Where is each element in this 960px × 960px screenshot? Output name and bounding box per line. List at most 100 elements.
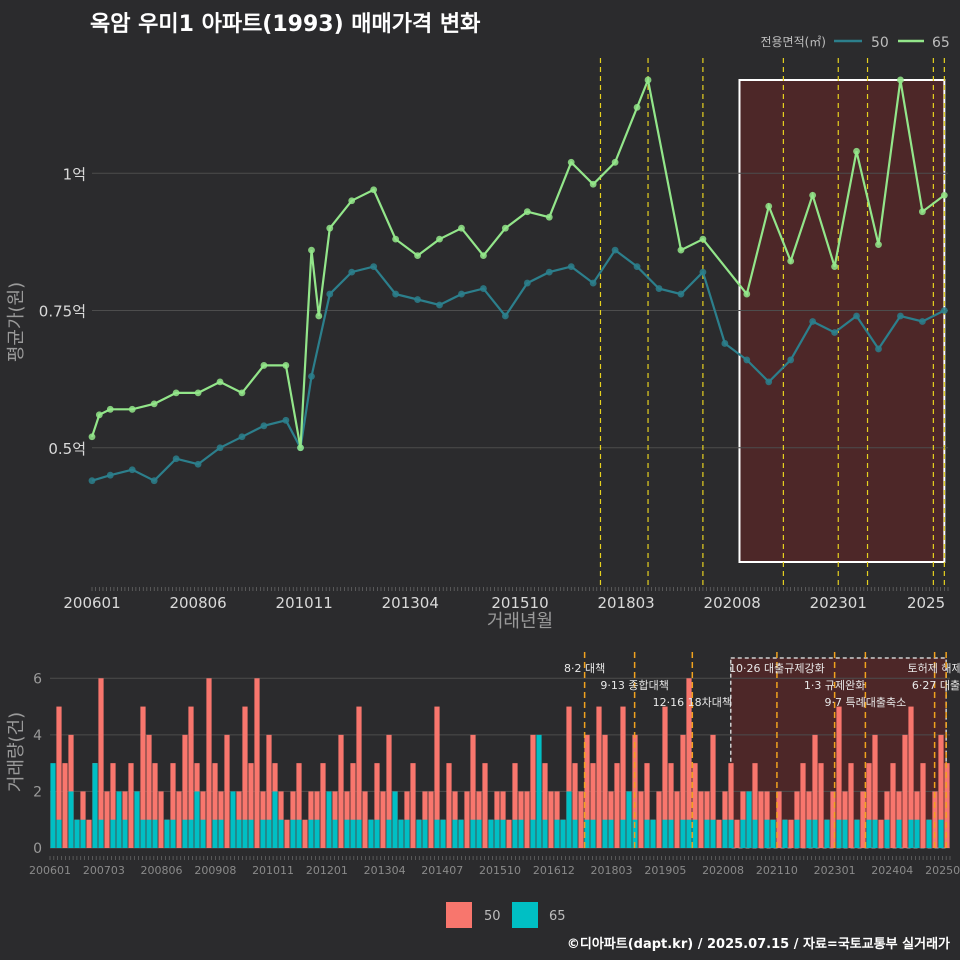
bar-50 xyxy=(62,763,68,848)
bar-65 xyxy=(440,819,446,848)
bar-50 xyxy=(548,791,554,848)
bar-50 xyxy=(788,819,794,848)
x-tick-label-bottom: 201612 xyxy=(533,864,575,877)
bar-50 xyxy=(296,763,302,848)
data-point-50 xyxy=(282,416,290,424)
legend-label-bar-65: 65 xyxy=(549,909,566,924)
data-point-65 xyxy=(326,224,334,232)
data-point-65 xyxy=(128,405,136,413)
bar-65 xyxy=(854,819,860,848)
data-point-50 xyxy=(589,279,597,287)
bar-50 xyxy=(644,763,650,848)
bar-50 xyxy=(662,706,668,848)
bar-65 xyxy=(434,819,440,848)
bar-65 xyxy=(164,819,170,848)
data-point-65 xyxy=(216,378,224,386)
data-point-50 xyxy=(940,307,948,314)
data-point-50 xyxy=(480,285,487,292)
data-point-65 xyxy=(611,158,619,166)
bar-65 xyxy=(884,819,890,848)
bar-65 xyxy=(356,819,362,848)
data-point-65 xyxy=(831,263,838,271)
bar-65 xyxy=(500,819,506,848)
data-point-50 xyxy=(809,318,817,325)
y-tick-label-bottom: 6 xyxy=(33,671,42,687)
bar-65 xyxy=(782,819,788,848)
data-point-65 xyxy=(150,400,158,408)
bar-65 xyxy=(824,819,830,848)
data-point-50 xyxy=(699,268,707,276)
data-point-65 xyxy=(765,202,773,210)
series-line-65 xyxy=(90,76,945,448)
x-tick-label: 200806 xyxy=(169,594,226,612)
bar-65 xyxy=(350,819,356,848)
bar-65 xyxy=(332,819,338,848)
data-point-50 xyxy=(721,340,729,347)
bar-50 xyxy=(620,706,626,848)
data-point-65 xyxy=(95,411,103,419)
data-point-65 xyxy=(809,191,817,199)
data-point-65 xyxy=(897,76,904,84)
bar-50 xyxy=(176,791,182,848)
data-point-65 xyxy=(501,224,509,232)
bar-65 xyxy=(134,791,140,848)
data-point-50 xyxy=(414,296,421,303)
bar-65 xyxy=(518,819,524,848)
bar-65 xyxy=(248,819,254,848)
bar-50 xyxy=(428,791,434,848)
bar-50 xyxy=(446,763,452,848)
bar-65 xyxy=(404,819,410,848)
bar-50 xyxy=(170,763,176,848)
bar-65 xyxy=(230,791,236,848)
bar-50 xyxy=(530,734,536,848)
bar-65 xyxy=(236,819,242,848)
x-tick-label: 200601 xyxy=(63,594,120,612)
bar-50 xyxy=(266,734,272,848)
legend-swatch-bar-50 xyxy=(446,902,472,928)
bar-50 xyxy=(800,763,806,848)
bar-50 xyxy=(86,819,92,848)
bar-50 xyxy=(56,706,62,848)
x-tick-label-bottom: 202301 xyxy=(814,864,856,877)
bar-50 xyxy=(830,791,836,848)
bar-50 xyxy=(602,734,608,848)
data-point-65 xyxy=(194,389,202,397)
bar-65 xyxy=(188,819,194,848)
data-point-65 xyxy=(297,444,304,452)
bar-50 xyxy=(938,734,944,848)
bar-65 xyxy=(644,819,650,848)
bar-65 xyxy=(728,819,734,848)
x-tick-label-bottom: 200703 xyxy=(83,864,125,877)
data-point-65 xyxy=(677,246,685,254)
data-point-65 xyxy=(414,252,421,260)
bar-50 xyxy=(758,791,764,848)
bar-65 xyxy=(242,819,248,848)
bar-50 xyxy=(860,791,866,848)
bar-50 xyxy=(902,734,908,848)
bar-65 xyxy=(590,819,596,848)
bar-50 xyxy=(362,791,368,848)
bar-65 xyxy=(278,819,284,848)
data-point-65 xyxy=(480,252,487,260)
data-point-65 xyxy=(940,191,948,199)
data-point-50 xyxy=(370,263,378,271)
x-tick-label-bottom: 201201 xyxy=(306,864,348,877)
bar-50 xyxy=(152,763,158,848)
bar-65 xyxy=(50,763,56,848)
data-point-50 xyxy=(743,356,751,364)
data-point-50 xyxy=(567,263,575,271)
data-point-50 xyxy=(853,312,860,320)
data-point-65 xyxy=(853,147,860,155)
bar-50 xyxy=(944,763,950,848)
bar-50 xyxy=(710,734,716,848)
data-point-50 xyxy=(523,279,531,287)
bar-65 xyxy=(290,819,296,848)
x-tick-label-bottom: 201905 xyxy=(644,864,686,877)
x-tick-label: 202301 xyxy=(810,594,867,612)
bar-65 xyxy=(200,819,206,848)
data-point-50 xyxy=(308,372,315,380)
bar-65 xyxy=(572,819,578,848)
data-point-50 xyxy=(106,471,114,479)
y-tick-label: 0.75억 xyxy=(39,303,86,321)
data-point-65 xyxy=(545,213,553,221)
